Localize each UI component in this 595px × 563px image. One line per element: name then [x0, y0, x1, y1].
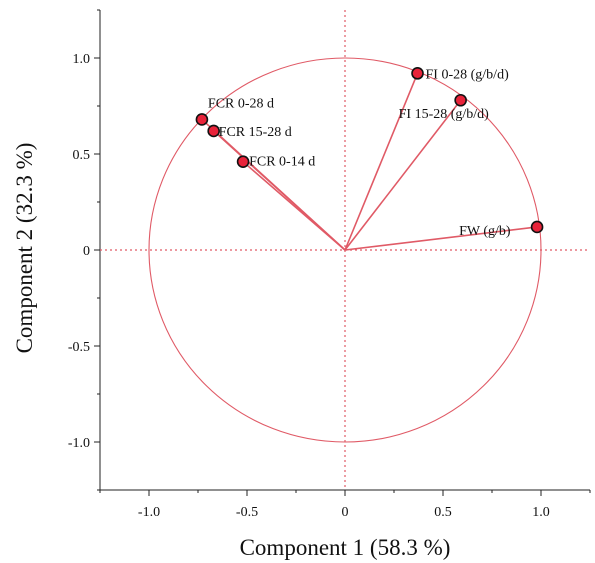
point-label: FI 0-28 (g/b/d) — [426, 67, 510, 82]
point-labels: FI 0-28 (g/b/d) FI 15-28 (g/b/d) FW (g/b) F… — [208, 67, 511, 239]
x-axis-title: Component 1 (58.3 %) — [240, 535, 451, 560]
y-axis-title: Component 2 (32.3 %) — [12, 143, 37, 354]
x-tick-label: -1.0 — [138, 505, 160, 520]
y-tick-label: -0.5 — [68, 340, 90, 355]
y-axis-ticks: -1.0 -0.5 0 0.5 1.0 — [68, 9, 100, 491]
loading-vector — [344, 226, 538, 251]
y-tick-label: -1.0 — [68, 436, 90, 451]
y-tick-label: 0 — [83, 244, 90, 259]
loading-vector — [344, 73, 419, 251]
loading-point — [411, 67, 424, 80]
y-tick-label: 0.5 — [73, 148, 91, 163]
y-tick-label: 1.0 — [73, 52, 91, 67]
x-tick-label: 0 — [342, 505, 349, 520]
point-label: FCR 15-28 d — [219, 125, 292, 140]
x-axis-ticks: -1.0 -0.5 0 0.5 1.0 — [99, 490, 591, 520]
point-label: FW (g/b) — [459, 224, 511, 239]
x-tick-label: 0.5 — [434, 505, 452, 520]
loading-point — [454, 93, 467, 107]
loading-vector — [242, 161, 346, 251]
loading-point — [236, 155, 250, 168]
x-tick-label: -0.5 — [236, 505, 258, 520]
loading-vectors — [201, 73, 538, 251]
loading-vector — [344, 99, 462, 251]
loading-points — [195, 67, 544, 234]
point-label: FCR 0-28 d — [208, 96, 274, 111]
loading-point — [530, 220, 544, 234]
x-tick-label: 1.0 — [532, 505, 550, 520]
point-label: FI 15-28 (g/b/d) — [399, 107, 490, 122]
loading-point — [195, 113, 209, 126]
point-label: FCR 0-14 d — [249, 155, 315, 170]
loading-point — [207, 124, 220, 138]
